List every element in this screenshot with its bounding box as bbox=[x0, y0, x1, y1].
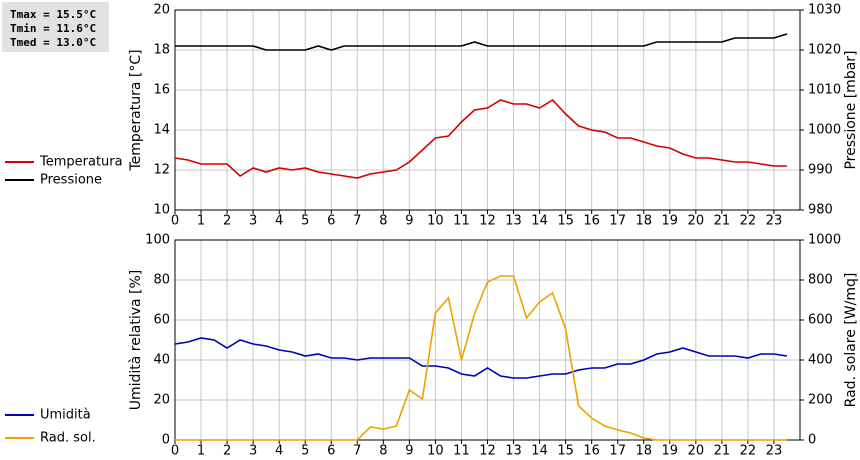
x-tick-label: 4 bbox=[275, 444, 283, 459]
x-tick-label: 0 bbox=[171, 444, 179, 459]
x-tick-label: 23 bbox=[766, 214, 783, 229]
x-tick-label: 22 bbox=[740, 214, 757, 229]
y2-tick-label: 800 bbox=[808, 273, 833, 288]
legend-label: Rad. sol. bbox=[40, 431, 96, 446]
x-tick-label: 10 bbox=[427, 214, 444, 229]
x-tick-label: 15 bbox=[557, 444, 574, 459]
x-tick-label: 13 bbox=[505, 444, 522, 459]
x-tick-label: 19 bbox=[662, 214, 679, 229]
x-tick-label: 18 bbox=[635, 444, 652, 459]
legend-label: Temperatura bbox=[39, 155, 123, 170]
y-tick-label: 10 bbox=[153, 203, 170, 218]
x-tick-label: 20 bbox=[688, 214, 705, 229]
plot-frame bbox=[174, 9, 801, 211]
y2-tick-label: 990 bbox=[808, 163, 833, 178]
x-tick-label: 2 bbox=[223, 214, 231, 229]
x-tick-label: 14 bbox=[531, 444, 548, 459]
series-line bbox=[175, 33, 788, 51]
x-tick-label: 6 bbox=[327, 444, 335, 459]
y2-tick-label: 400 bbox=[808, 353, 833, 368]
stats-box bbox=[2, 2, 109, 52]
x-tick-label: 20 bbox=[688, 444, 705, 459]
x-tick-label: 7 bbox=[353, 214, 361, 229]
x-tick-label: 17 bbox=[609, 214, 626, 229]
y2-tick-label: 200 bbox=[808, 393, 833, 408]
legend-label: Umidità bbox=[40, 408, 91, 423]
stat-tmin: Tmin = 11.6°C bbox=[10, 22, 96, 35]
y-tick-label: 18 bbox=[153, 43, 170, 58]
x-tick-label: 5 bbox=[301, 214, 309, 229]
x-tick-label: 5 bbox=[301, 444, 309, 459]
y2-tick-label: 600 bbox=[808, 313, 833, 328]
x-tick-label: 16 bbox=[583, 444, 600, 459]
x-tick-label: 12 bbox=[479, 444, 496, 459]
x-tick-label: 0 bbox=[171, 214, 179, 229]
y2-axis-label: Rad. solare [W/mq] bbox=[843, 273, 859, 408]
y2-tick-label: 1020 bbox=[808, 43, 841, 58]
series-line bbox=[174, 98, 787, 179]
x-tick-label: 4 bbox=[275, 214, 283, 229]
y2-axis-label: Pressione [mbar] bbox=[843, 50, 859, 169]
y-axis-label: Umidità relativa [%] bbox=[128, 270, 144, 411]
y-tick-label: 80 bbox=[153, 273, 170, 288]
x-tick-label: 3 bbox=[249, 214, 257, 229]
x-tick-label: 23 bbox=[766, 444, 783, 459]
y-tick-label: 100 bbox=[145, 233, 170, 248]
stat-tmed: Tmed = 13.0°C bbox=[10, 36, 96, 49]
y2-tick-label: 1010 bbox=[808, 83, 841, 98]
x-tick-label: 22 bbox=[740, 444, 757, 459]
x-tick-label: 2 bbox=[223, 444, 231, 459]
y-tick-label: 20 bbox=[153, 3, 170, 18]
y-tick-label: 20 bbox=[153, 393, 170, 408]
x-tick-label: 8 bbox=[379, 444, 387, 459]
y-tick-label: 16 bbox=[153, 83, 170, 98]
series-line bbox=[174, 337, 788, 379]
x-tick-label: 8 bbox=[379, 214, 387, 229]
x-tick-label: 11 bbox=[453, 214, 470, 229]
x-tick-label: 1 bbox=[197, 214, 205, 229]
stat-tmax: Tmax = 15.5°C bbox=[10, 8, 96, 21]
x-tick-label: 15 bbox=[557, 214, 574, 229]
y2-tick-label: 1000 bbox=[808, 233, 841, 248]
x-tick-label: 19 bbox=[662, 444, 679, 459]
x-tick-label: 12 bbox=[479, 214, 496, 229]
x-tick-label: 13 bbox=[505, 214, 522, 229]
y-axis-label: Temperatura [°C] bbox=[128, 49, 144, 171]
y-tick-label: 0 bbox=[162, 433, 170, 448]
x-tick-label: 16 bbox=[583, 214, 600, 229]
x-tick-label: 7 bbox=[353, 444, 361, 459]
y2-tick-label: 1030 bbox=[808, 3, 841, 18]
x-tick-label: 3 bbox=[249, 444, 257, 459]
x-tick-label: 1 bbox=[197, 444, 205, 459]
y-tick-label: 40 bbox=[153, 353, 170, 368]
x-tick-label: 9 bbox=[405, 444, 413, 459]
y-tick-label: 14 bbox=[153, 123, 170, 138]
x-tick-label: 6 bbox=[327, 214, 335, 229]
x-tick-label: 21 bbox=[714, 444, 731, 459]
y2-tick-label: 980 bbox=[808, 203, 833, 218]
plot-frame bbox=[174, 239, 801, 441]
x-tick-label: 17 bbox=[609, 444, 626, 459]
x-tick-label: 18 bbox=[635, 214, 652, 229]
x-tick-label: 10 bbox=[427, 444, 444, 459]
y2-tick-label: 0 bbox=[808, 433, 816, 448]
x-tick-label: 21 bbox=[714, 214, 731, 229]
y-tick-label: 60 bbox=[153, 313, 170, 328]
x-tick-label: 14 bbox=[531, 214, 548, 229]
y-tick-label: 12 bbox=[153, 163, 170, 178]
x-tick-label: 11 bbox=[453, 444, 470, 459]
legend-label: Pressione bbox=[40, 173, 102, 188]
x-tick-label: 9 bbox=[405, 214, 413, 229]
series-line bbox=[175, 275, 787, 441]
y2-tick-label: 1000 bbox=[808, 123, 841, 138]
